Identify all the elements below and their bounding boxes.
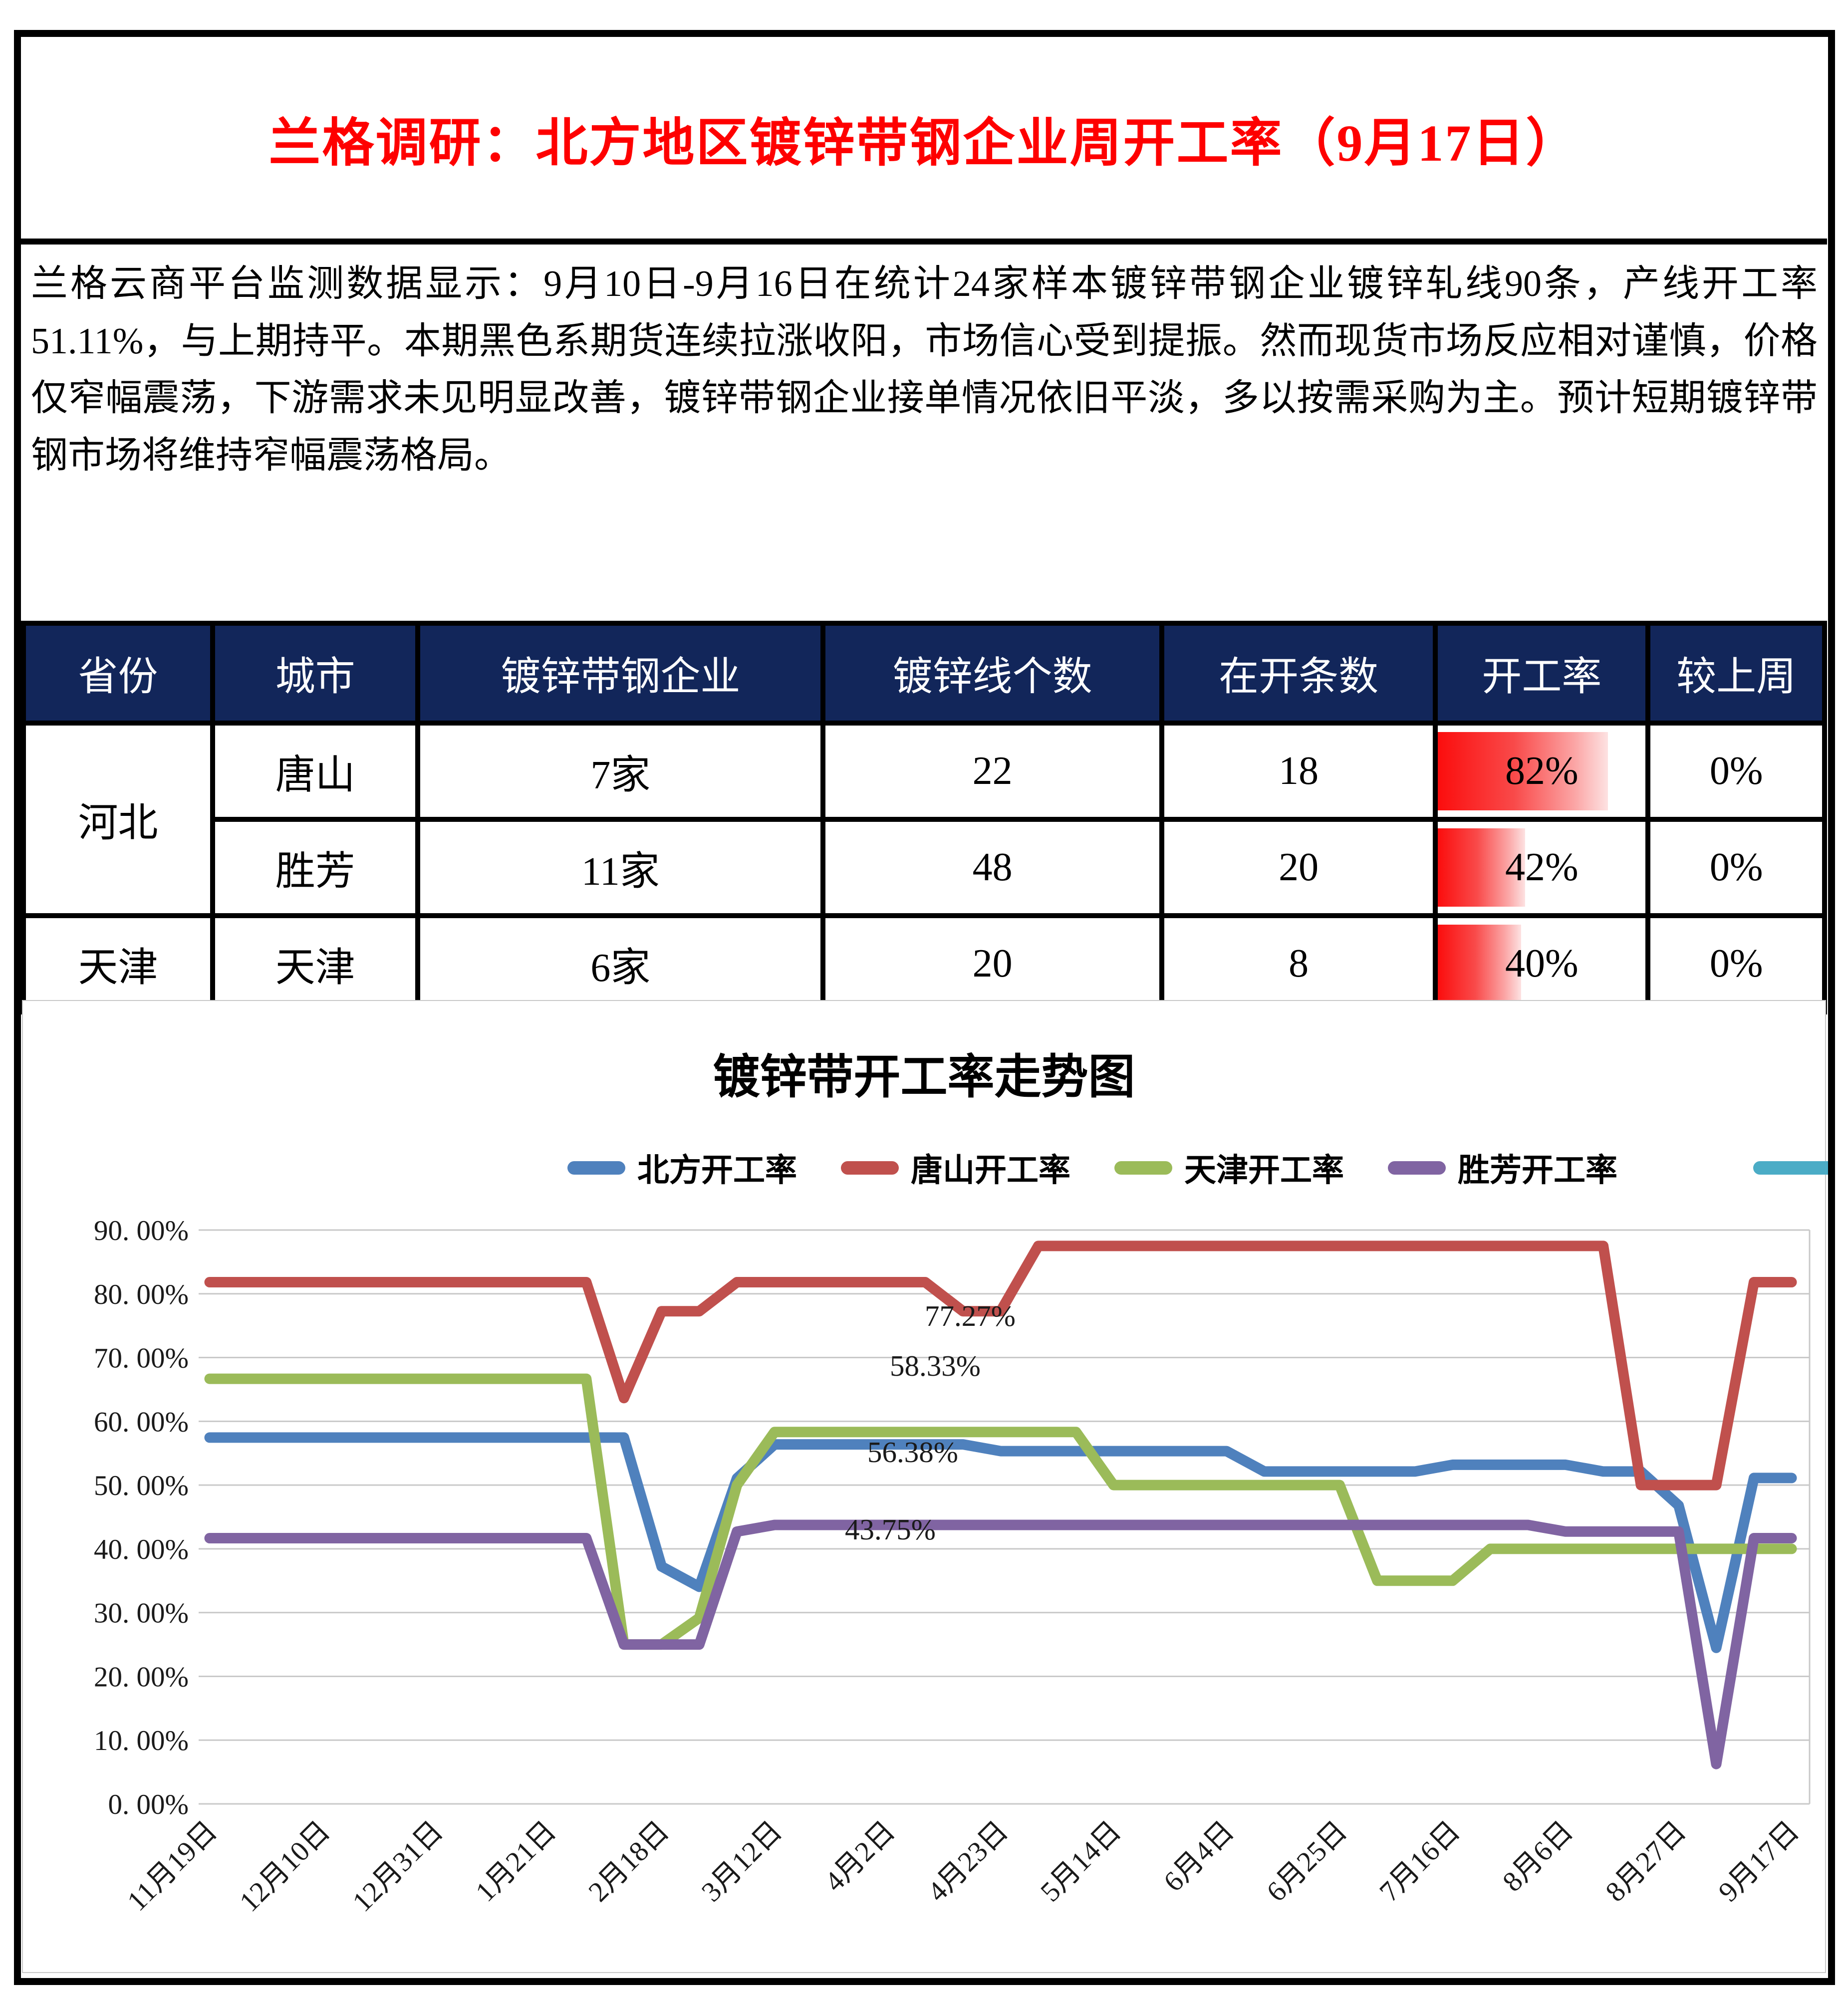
cell-companies: 7家 xyxy=(415,721,826,822)
svg-text:50. 00%: 50. 00% xyxy=(94,1470,189,1501)
cell-city: 唐山 xyxy=(210,721,421,822)
cell-wow: 0% xyxy=(1645,721,1827,822)
legend-label: 唐山开工率 xyxy=(911,1153,1070,1186)
svg-text:43.75%: 43.75% xyxy=(845,1513,936,1546)
svg-text:6月25日: 6月25日 xyxy=(1261,1815,1353,1908)
chart-legend: 北方开工率 唐山开工率 天津开工率 胜芳开工率 xyxy=(21,1150,1827,1186)
svg-text:5月14日: 5月14日 xyxy=(1035,1815,1127,1908)
col-header-wow: 较上周 xyxy=(1645,621,1827,726)
cell-open-lines: 20 xyxy=(1159,817,1438,918)
col-header-companies: 镀锌带钢企业 xyxy=(415,621,826,726)
svg-text:12月10日: 12月10日 xyxy=(234,1815,336,1918)
rate-data-bar xyxy=(1440,732,1608,811)
cell-lines: 48 xyxy=(820,817,1164,918)
legend-item: 天津开工率 xyxy=(1114,1150,1344,1186)
cell-city: 天津 xyxy=(210,913,421,1014)
cell-open-lines: 8 xyxy=(1159,913,1438,1014)
svg-text:6月4日: 6月4日 xyxy=(1158,1815,1240,1898)
legend-swatch xyxy=(567,1161,625,1175)
legend-item: 唐山开工率 xyxy=(841,1150,1070,1186)
legend-label: 北方开工率 xyxy=(637,1153,797,1186)
cell-lines: 20 xyxy=(820,913,1164,1014)
svg-text:60. 00%: 60. 00% xyxy=(94,1406,189,1438)
svg-text:56.38%: 56.38% xyxy=(867,1436,958,1469)
svg-text:2月18日: 2月18日 xyxy=(582,1815,675,1908)
svg-text:8月6日: 8月6日 xyxy=(1497,1815,1579,1898)
legend-label: 胜芳开工率 xyxy=(1458,1153,1617,1186)
cell-wow: 0% xyxy=(1645,817,1827,918)
cell-city: 胜芳 xyxy=(210,817,421,918)
legend-swatch-extra xyxy=(1753,1161,1828,1175)
svg-text:70. 00%: 70. 00% xyxy=(94,1343,189,1374)
summary-paragraph: 兰格云商平台监测数据显示：9月10日-9月16日在统计24家样本镀锌带钢企业镀锌… xyxy=(31,263,1818,477)
svg-text:11月19日: 11月19日 xyxy=(121,1815,223,1917)
svg-text:77.27%: 77.27% xyxy=(925,1299,1016,1332)
cell-rate: 42% xyxy=(1433,817,1651,918)
cell-province: 天津 xyxy=(21,913,215,1014)
table-row: 天津 天津 6家 20 8 40% 0% xyxy=(21,913,1827,1014)
legend-item: 胜芳开工率 xyxy=(1388,1150,1617,1186)
svg-text:80. 00%: 80. 00% xyxy=(94,1279,189,1310)
rate-data-bar xyxy=(1440,924,1521,1003)
svg-text:0. 00%: 0. 00% xyxy=(108,1789,189,1820)
cell-companies: 6家 xyxy=(415,913,826,1014)
rate-value: 82% xyxy=(1505,749,1579,793)
legend-label: 天津开工率 xyxy=(1184,1153,1344,1186)
col-header-rate: 开工率 xyxy=(1433,621,1651,726)
chart-area xyxy=(22,1000,1826,1973)
col-header-province: 省份 xyxy=(21,621,215,726)
rate-data-bar xyxy=(1440,828,1526,907)
chart-plot: 0. 00% 10. 00% 20. 00% 30. 00% 40. 00% 50. 00… xyxy=(94,1215,1811,1918)
svg-text:30. 00%: 30. 00% xyxy=(94,1598,189,1629)
cell-companies: 11家 xyxy=(415,817,826,918)
svg-text:40. 00%: 40. 00% xyxy=(94,1534,189,1565)
svg-text:10. 00%: 10. 00% xyxy=(94,1725,189,1756)
table-row: 胜芳 11家 48 20 42% 0% xyxy=(23,817,1827,918)
legend-swatch xyxy=(1114,1161,1172,1175)
table-row: 河北 唐山 7家 22 18 82% 0% xyxy=(21,721,1827,918)
svg-text:20. 00%: 20. 00% xyxy=(94,1661,189,1693)
cell-rate: 40% xyxy=(1433,913,1651,1014)
col-header-lines: 镀锌线个数 xyxy=(820,621,1164,726)
svg-text:4月23日: 4月23日 xyxy=(922,1815,1015,1908)
table-header-row: 省份 城市 镀锌带钢企业 镀锌线个数 在开条数 开工率 较上周 xyxy=(21,621,1827,726)
legend-swatch xyxy=(1388,1161,1446,1175)
svg-text:7月16日: 7月16日 xyxy=(1373,1815,1466,1908)
col-header-city: 城市 xyxy=(210,621,421,726)
cell-lines: 22 xyxy=(820,721,1164,822)
svg-text:9月17日: 9月17日 xyxy=(1713,1815,1806,1908)
cell-rate: 82% xyxy=(1433,721,1651,822)
cell-wow: 0% xyxy=(1645,913,1827,1014)
col-header-open-lines: 在开条数 xyxy=(1159,621,1438,726)
legend-item: 北方开工率 xyxy=(567,1150,797,1186)
svg-text:3月12日: 3月12日 xyxy=(696,1815,789,1908)
svg-text:90. 00%: 90. 00% xyxy=(94,1215,189,1246)
title-block: 兰格调研：北方地区镀锌带钢企业周开工率（9月17日） xyxy=(21,37,1827,245)
chart-title: 镀锌带开工率走势图 xyxy=(713,1051,1135,1103)
svg-text:1月21日: 1月21日 xyxy=(470,1815,562,1908)
svg-text:12月31日: 12月31日 xyxy=(346,1815,449,1918)
legend-swatch xyxy=(841,1161,899,1175)
operating-rate-table: 省份 城市 镀锌带钢企业 镀锌线个数 在开条数 开工率 较上周 河北 唐山 7家… xyxy=(21,621,1827,1014)
cell-open-lines: 18 xyxy=(1159,721,1438,822)
svg-text:4月2日: 4月2日 xyxy=(818,1815,901,1898)
svg-text:8月27日: 8月27日 xyxy=(1599,1815,1692,1908)
page-title: 兰格调研：北方地区镀锌带钢企业周开工率（9月17日） xyxy=(268,114,1580,172)
rate-value: 40% xyxy=(1505,942,1579,986)
svg-text:58.33%: 58.33% xyxy=(890,1349,981,1382)
cell-province: 河北 xyxy=(21,721,215,918)
rate-value: 42% xyxy=(1505,845,1579,889)
